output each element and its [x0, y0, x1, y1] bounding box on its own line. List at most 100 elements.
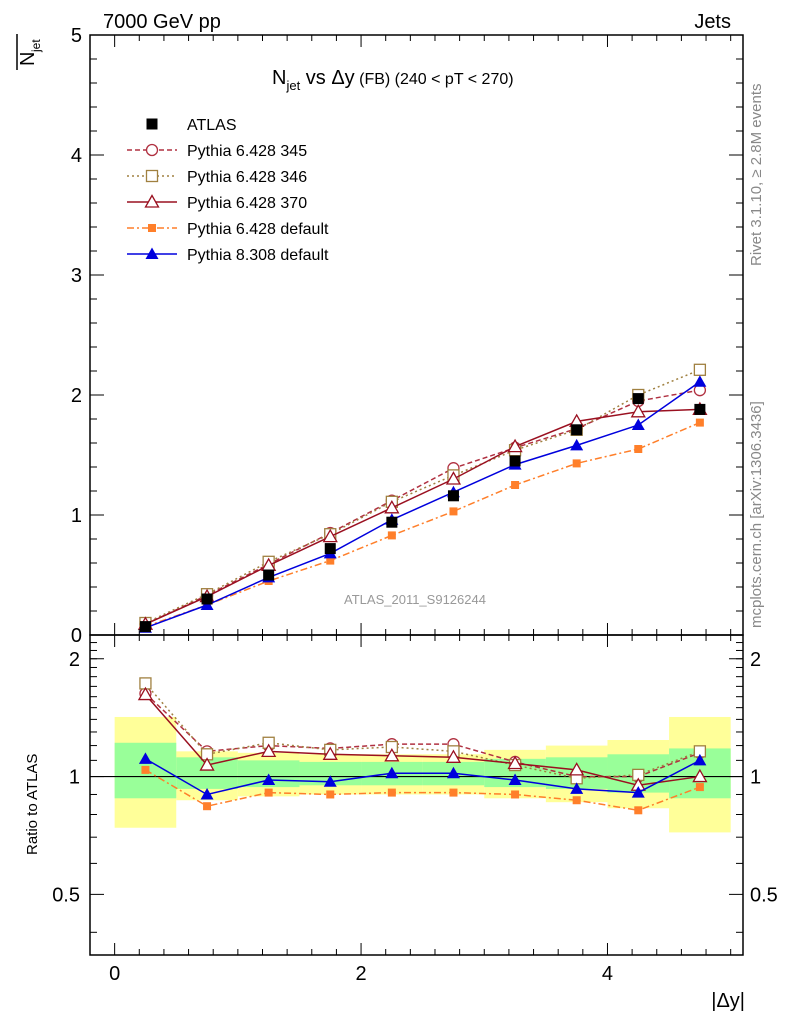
data-point-atlas — [324, 543, 336, 555]
y-tick-label: 1 — [71, 505, 82, 527]
rivet-version-label: Rivet 3.1.10, ≥ 2.8M events — [748, 84, 765, 267]
data-point-atlas — [263, 569, 275, 581]
ratio-point-pythia-8-308-default — [446, 766, 460, 779]
series-line-pythia-8-308-default — [145, 381, 701, 629]
header-left-label: 7000 GeV pp — [103, 11, 221, 33]
point-pythia-6-428-370 — [445, 471, 462, 485]
point-pythia-8-308-default — [631, 418, 645, 430]
header-right-label: Jets — [694, 11, 731, 33]
legend-marker — [148, 224, 156, 232]
x-tick-label: 0 — [109, 963, 120, 985]
point-pythia-8-308-default — [693, 375, 707, 387]
y-tick-label: 4 — [71, 145, 82, 167]
point-pythia-6-428-default — [634, 445, 643, 453]
ratio-point-pythia-8-308-default — [138, 752, 152, 764]
ratio-y-tick-label: 2 — [69, 649, 80, 671]
svg-text:N: N — [17, 52, 39, 66]
ratio-point-pythia-8-308-default — [508, 773, 522, 785]
point-pythia-6-428-default — [449, 507, 458, 516]
ratio-point-pythia-8-308-default — [200, 787, 214, 800]
data-point-atlas — [139, 621, 151, 633]
x-axis-label: |Δy| — [711, 990, 745, 1012]
legend-marker — [144, 194, 160, 208]
point-pythia-6-428-default — [695, 418, 704, 427]
data-point-atlas — [694, 403, 706, 415]
legend-marker — [145, 143, 159, 157]
ratio-line-pythia-6-428-default — [145, 769, 701, 812]
ratio-point-pythia-8-308-default — [262, 773, 276, 785]
point-pythia-6-428-default — [326, 556, 335, 565]
svg-text:jet: jet — [29, 39, 43, 53]
ratio-point-pythia-6-428-370 — [384, 747, 400, 762]
ratio-y-tick-label-right: 0.5 — [750, 884, 778, 906]
legend-marker — [145, 247, 159, 259]
ratio-point-pythia-8-308-default — [385, 766, 399, 779]
ratio-point-pythia-6-428-370 — [569, 762, 585, 776]
series-line-pythia-6-428-default — [145, 421, 701, 628]
y-tick-label: 3 — [71, 265, 82, 287]
legend-label: ATLAS — [187, 117, 237, 134]
data-point-atlas — [571, 424, 583, 436]
ratio-point-pythia-6-428-default — [449, 788, 458, 797]
y-tick-label: 2 — [71, 385, 82, 407]
ratio-point-pythia-6-428-default — [634, 806, 643, 815]
legend-label: Pythia 8.308 default — [187, 247, 329, 264]
data-point-atlas — [632, 393, 644, 405]
legend-marker — [145, 169, 159, 183]
data-point-atlas — [509, 455, 521, 467]
chart-title: Njet vs Δy (FB) (240 < pT < 270) — [272, 67, 514, 93]
point-pythia-8-308-default — [570, 438, 584, 451]
ratio-y-tick-label-right: 1 — [750, 767, 761, 789]
ratio-point-pythia-6-428-default — [141, 765, 150, 774]
data-point-atlas — [201, 593, 213, 605]
legend-label: Pythia 6.428 default — [187, 221, 329, 238]
ratio-y-tick-label-right: 2 — [750, 649, 761, 671]
series-line-pythia-6-428-370 — [145, 408, 700, 625]
ratio-y-tick-label: 0.5 — [52, 884, 80, 906]
series-line-pythia-6-428-345 — [145, 389, 701, 625]
ratio-point-pythia-6-428-370 — [445, 749, 462, 763]
point-pythia-6-428-370 — [384, 499, 400, 514]
ratio-line-pythia-8-308-default — [145, 758, 701, 796]
ratio-point-pythia-6-428-default — [326, 790, 335, 799]
ratio-point-pythia-8-308-default — [323, 775, 337, 787]
ratio-line-pythia-6-428-370 — [144, 694, 700, 787]
ratio-point-pythia-6-428-default — [695, 783, 704, 792]
ratio-point-pythia-8-308-default — [570, 782, 584, 794]
y-tick-label: 0 — [71, 625, 82, 647]
ratio-point-pythia-6-428-default — [264, 788, 273, 797]
ratio-y-tick-label: 1 — [69, 767, 80, 789]
point-pythia-6-428-370 — [322, 528, 338, 543]
legend-marker — [146, 118, 158, 130]
point-pythia-6-428-346 — [693, 363, 707, 376]
ratio-point-pythia-6-428-370 — [261, 743, 277, 757]
main-y-axis-label: N jet — [16, 34, 43, 70]
point-pythia-6-428-370 — [630, 403, 646, 418]
ratio-point-pythia-6-428-default — [511, 790, 520, 799]
y-tick-label: 5 — [71, 25, 82, 47]
ratio-point-pythia-8-308-default — [631, 786, 645, 798]
x-tick-label: 4 — [602, 963, 613, 985]
ratio-y-axis-label: Ratio to ATLAS — [24, 754, 41, 855]
ratio-point-pythia-6-428-default — [572, 796, 581, 805]
point-pythia-6-428-default — [511, 481, 520, 489]
ratio-plot-frame — [89, 634, 744, 956]
legend-label: Pythia 6.428 345 — [187, 143, 307, 160]
legend: ATLAS Pythia 6.428 345 Pythia 6.428 346 Pyt… — [127, 117, 329, 264]
x-tick-label: 2 — [355, 963, 366, 985]
data-point-atlas — [447, 490, 459, 502]
ratio-point-pythia-8-308-default — [693, 753, 707, 766]
ratio-point-pythia-6-428-default — [387, 788, 396, 797]
data-point-atlas — [386, 516, 398, 528]
point-pythia-6-428-default — [572, 459, 581, 468]
ratio-point-pythia-6-428-370 — [692, 768, 708, 783]
ratio-point-pythia-6-428-370 — [507, 755, 523, 770]
point-pythia-6-428-default — [387, 531, 396, 540]
legend-label: Pythia 6.428 370 — [187, 195, 307, 212]
ratio-line-pythia-6-428-346 — [144, 682, 701, 780]
point-pythia-6-428-370 — [507, 438, 523, 453]
analysis-watermark: ATLAS_2011_S9126244 — [344, 592, 486, 607]
legend-label: Pythia 6.428 346 — [187, 169, 307, 186]
ratio-point-pythia-6-428-370 — [199, 757, 215, 771]
